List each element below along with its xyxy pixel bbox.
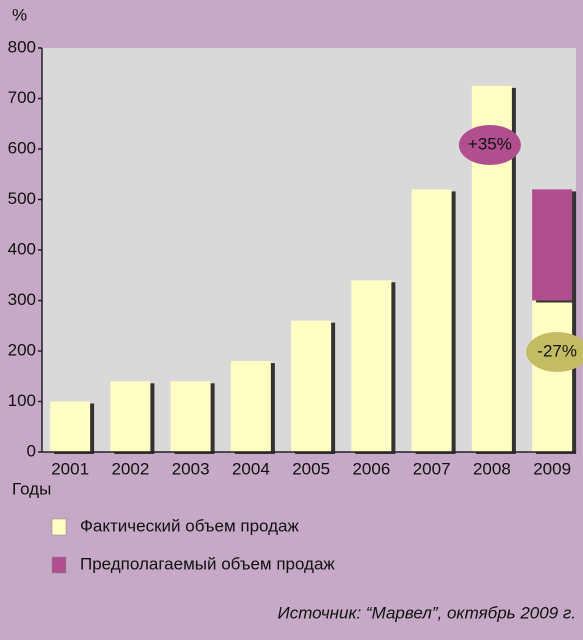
annotation: +35%	[468, 134, 512, 153]
bar	[50, 401, 91, 452]
y-tick-label: 200	[8, 340, 36, 359]
annotation: -27%	[537, 341, 577, 360]
annotation-bubble	[458, 125, 521, 165]
bar	[411, 189, 452, 452]
legend-label: Фактический объем продаж	[80, 516, 299, 535]
x-tick-label: 2003	[172, 459, 210, 478]
x-tick-label: 2002	[111, 459, 149, 478]
legend-swatch	[51, 518, 67, 536]
bar	[532, 300, 573, 452]
x-tick-label: 2007	[413, 459, 451, 478]
y-tick-label: 300	[8, 290, 36, 309]
source: Источник: “Марвел”, октябрь 2009 г.	[278, 603, 576, 622]
bar	[110, 381, 151, 452]
legend-swatch	[51, 556, 67, 574]
y-tick-label: 600	[8, 138, 36, 157]
legend-label: Предполагаемый объем продаж	[80, 554, 335, 573]
x-tick-label: 2009	[533, 459, 571, 478]
x-axis-label: Годы	[12, 479, 51, 498]
bar	[170, 381, 211, 452]
bar	[532, 189, 573, 301]
x-tick-label: 2004	[232, 459, 270, 478]
bar	[230, 361, 271, 452]
y-tick-label: 100	[8, 391, 36, 410]
x-tick-label: 2005	[292, 459, 330, 478]
y-tick-label: 0	[27, 441, 36, 460]
x-tick-label: 2006	[352, 459, 390, 478]
x-tick-label: 2008	[473, 459, 511, 478]
bar	[291, 320, 332, 452]
y-tick-label: 500	[8, 189, 36, 208]
y-tick-label: 400	[8, 239, 36, 258]
y-axis-label: %	[12, 5, 27, 24]
annotation-bubble	[526, 332, 583, 372]
x-tick-label: 2001	[51, 459, 89, 478]
y-tick-label: 700	[8, 88, 36, 107]
y-tick-label: 800	[8, 37, 36, 56]
bar	[351, 280, 392, 452]
